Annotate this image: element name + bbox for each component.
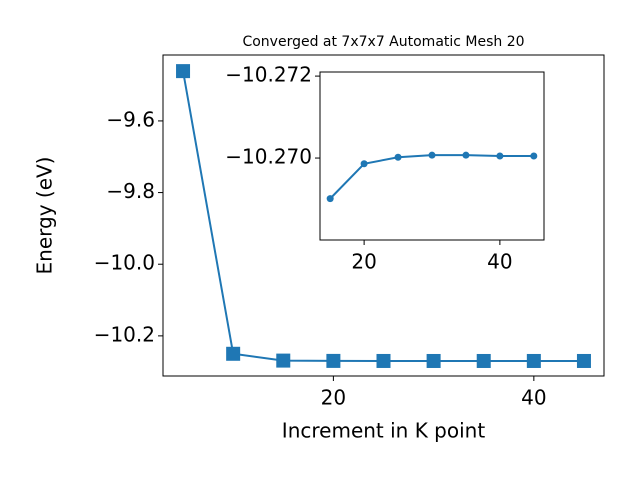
- marker: [496, 152, 504, 160]
- marker: [476, 353, 491, 368]
- x-tick-label: 40: [521, 386, 546, 410]
- marker: [226, 346, 241, 361]
- marker: [376, 353, 391, 368]
- y-axis-label: Energy (eV): [33, 157, 57, 275]
- y-tick-label: −9.6: [106, 107, 155, 131]
- marker: [526, 353, 541, 368]
- x-tick-label: 20: [351, 250, 376, 274]
- marker: [276, 353, 291, 368]
- y-tick-label: −10.272: [225, 63, 312, 87]
- marker: [176, 64, 191, 79]
- y-tick-label: −10.0: [94, 251, 155, 275]
- x-tick-label: 40: [487, 250, 512, 274]
- marker: [360, 160, 368, 168]
- x-tick-label: 20: [321, 386, 346, 410]
- y-tick-label: −10.270: [225, 145, 312, 169]
- y-tick-label: −10.2: [94, 322, 155, 346]
- marker: [576, 353, 591, 368]
- marker: [530, 152, 538, 160]
- y-tick-label: −9.8: [106, 179, 155, 203]
- marker: [428, 151, 436, 159]
- marker: [462, 151, 470, 159]
- marker: [326, 353, 341, 368]
- marker: [326, 195, 334, 203]
- x-axis-label: Increment in K point: [282, 419, 486, 443]
- marker: [394, 153, 402, 161]
- chart-title: Converged at 7x7x7 Automatic Mesh 20: [242, 34, 524, 50]
- marker: [426, 353, 441, 368]
